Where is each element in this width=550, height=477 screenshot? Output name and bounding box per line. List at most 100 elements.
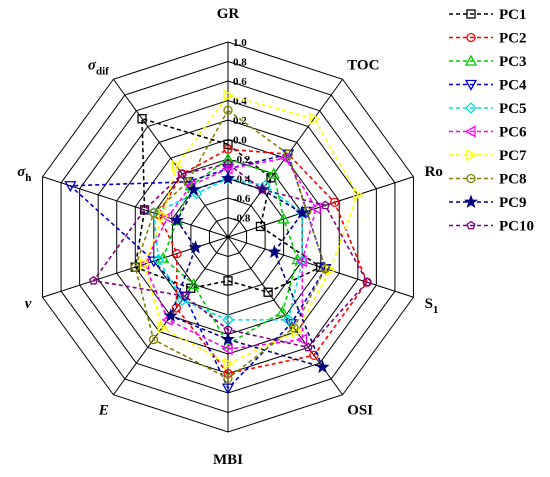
data-point bbox=[171, 159, 183, 173]
data-point bbox=[309, 350, 319, 360]
legend-label: PC3 bbox=[499, 54, 527, 70]
data-point bbox=[303, 342, 313, 352]
data-point bbox=[139, 205, 150, 214]
data-point bbox=[139, 258, 151, 271]
data-point bbox=[148, 334, 159, 345]
data-point bbox=[267, 244, 282, 259]
data-point bbox=[88, 275, 99, 285]
legend-entry-pc10: PC10 bbox=[449, 219, 534, 235]
axis-label: E bbox=[98, 402, 109, 418]
legend-label: PC1 bbox=[499, 7, 527, 23]
legend-label: PC8 bbox=[499, 172, 527, 188]
data-point bbox=[282, 313, 295, 326]
tick-label: -0.8 bbox=[233, 213, 251, 225]
data-point bbox=[316, 262, 326, 272]
data-point bbox=[223, 357, 235, 370]
legend-entry-pc6: PC6 bbox=[449, 125, 527, 141]
legend-label: PC9 bbox=[499, 195, 527, 211]
series-line bbox=[68, 153, 327, 390]
data-point bbox=[170, 213, 184, 227]
data-point bbox=[296, 333, 308, 346]
tick-label: -0.4 bbox=[233, 174, 251, 186]
legend-marker bbox=[466, 173, 476, 184]
data-point bbox=[188, 240, 203, 254]
legend-label: PC6 bbox=[499, 125, 527, 141]
data-point bbox=[276, 305, 289, 317]
legend-label: PC10 bbox=[499, 219, 534, 235]
data-point bbox=[221, 162, 233, 175]
legend-marker bbox=[466, 9, 476, 19]
data-point bbox=[257, 184, 267, 194]
series-line bbox=[143, 157, 317, 350]
data-point bbox=[64, 181, 77, 193]
data-point bbox=[163, 308, 178, 322]
axis-label: Ro bbox=[425, 164, 443, 180]
axis-label: v bbox=[25, 296, 32, 312]
data-point bbox=[295, 205, 310, 219]
legend-entry-pc3: PC3 bbox=[449, 54, 527, 70]
series-pc8 bbox=[130, 105, 331, 384]
radar-grid bbox=[42, 41, 414, 433]
legend-marker bbox=[464, 194, 478, 208]
legend-entry-pc7: PC7 bbox=[449, 148, 527, 164]
legend-marker bbox=[464, 54, 478, 66]
axis-spoke bbox=[112, 78, 229, 238]
data-point bbox=[223, 276, 233, 286]
data-point bbox=[320, 263, 331, 274]
legend-marker bbox=[464, 125, 476, 138]
data-point bbox=[353, 188, 365, 201]
legend-entry-pc4: PC4 bbox=[449, 78, 527, 94]
data-point bbox=[187, 277, 200, 289]
series-line bbox=[143, 94, 359, 365]
series-line bbox=[134, 109, 327, 380]
series-pc4 bbox=[64, 149, 332, 395]
data-point bbox=[157, 321, 169, 334]
data-point bbox=[362, 277, 372, 287]
data-point bbox=[158, 209, 170, 223]
data-point bbox=[221, 343, 233, 356]
data-point bbox=[223, 373, 233, 384]
tick-label: -0.6 bbox=[233, 193, 251, 205]
radial-tick-labels: -0.8-0.6-0.4-0.20.00.20.40.60.81.0 bbox=[233, 37, 251, 225]
legend-label: PC2 bbox=[499, 31, 527, 47]
tick-label: 0.8 bbox=[233, 57, 247, 69]
data-point bbox=[223, 139, 233, 150]
axis-label: TOC bbox=[347, 58, 379, 74]
data-point bbox=[223, 89, 235, 102]
data-point bbox=[309, 202, 321, 215]
legend-marker bbox=[465, 102, 477, 114]
series-line bbox=[162, 158, 299, 346]
data-point bbox=[221, 171, 235, 185]
legend-label: PC4 bbox=[499, 78, 527, 94]
axis-label: MBI bbox=[213, 452, 243, 468]
data-point bbox=[283, 149, 293, 159]
tick-label: 0.6 bbox=[233, 76, 247, 88]
legend-entry-pc1: PC1 bbox=[449, 7, 527, 23]
data-point bbox=[152, 253, 165, 266]
axis-label: GR bbox=[217, 6, 240, 22]
data-point bbox=[221, 383, 235, 395]
data-point bbox=[221, 152, 235, 164]
series-line bbox=[92, 163, 369, 349]
data-point bbox=[137, 114, 147, 124]
legend-marker bbox=[464, 79, 478, 91]
series-line bbox=[152, 177, 303, 321]
data-point bbox=[161, 313, 173, 326]
legend-marker bbox=[466, 32, 476, 43]
legend-marker bbox=[466, 148, 478, 162]
axis-label: OSI bbox=[347, 402, 373, 418]
data-point bbox=[149, 208, 159, 218]
series-pc1 bbox=[130, 114, 326, 297]
axis-spoke bbox=[42, 176, 229, 238]
data-point bbox=[289, 323, 299, 333]
data-point bbox=[267, 167, 280, 179]
data-point bbox=[295, 254, 307, 268]
series-pc10 bbox=[88, 159, 372, 352]
data-point bbox=[180, 291, 190, 301]
legend-label: PC5 bbox=[499, 101, 527, 117]
data-point bbox=[309, 112, 321, 125]
tick-label: 1.0 bbox=[233, 37, 247, 49]
data-point bbox=[329, 197, 340, 208]
data-point bbox=[320, 200, 330, 210]
